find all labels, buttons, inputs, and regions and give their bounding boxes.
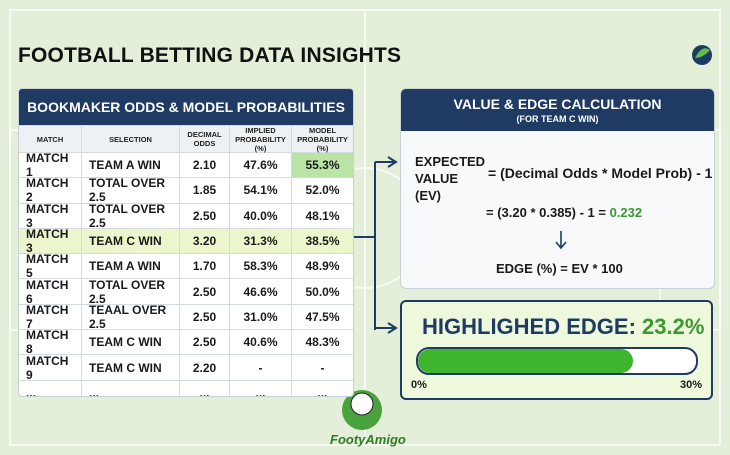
table-row: MATCH 3 TOTAL OVER 2.5 2.50 40.0% 48.1%	[19, 201, 353, 230]
edge-value-label: 23.2%	[642, 314, 705, 339]
edge-max-label: 30%	[679, 379, 702, 391]
calculation-title: VALUE & EDGE CALCULATION	[453, 96, 662, 112]
table-cell: ...	[26, 385, 37, 397]
table-cell: TOTAL OVER 2.5	[81, 176, 179, 204]
calculation-subtitle: (FOR TEAM C WIN)	[516, 114, 599, 124]
table-cell: MATCH 2	[26, 176, 69, 205]
table-cell: TEAAL OVER 2.5	[81, 303, 179, 331]
table-cell: 3.20	[179, 228, 229, 254]
table-cell: TEAM A WIN	[81, 153, 179, 178]
header-row: MATCH SELECTION DECIMAL ODDS IMPLIED PROBAB…	[19, 125, 353, 153]
table-title: BOOKMAKER ODDS & MODEL PROBABILITIES	[19, 89, 353, 125]
column-header: SELECTION	[81, 126, 179, 152]
table-cell: 52.0%	[291, 178, 353, 203]
odds-table: BOOKMAKER ODDS & MODEL PROBABILITIES MAT…	[18, 88, 354, 397]
table-cell: 48.9%	[291, 254, 353, 279]
table-cell: TOTAL OVER 2.5	[81, 278, 179, 306]
table-cell: MATCH 6	[26, 277, 69, 306]
table-cell: TOTAL OVER 2.5	[81, 202, 179, 230]
calculation-panel: VALUE & EDGE CALCULATION (FOR TEAM C WIN…	[400, 88, 715, 289]
ev-result: 0.232	[609, 205, 643, 220]
table-cell: ...	[179, 380, 229, 396]
ev-substitution: = (3.20 * 0.385) - 1 =	[486, 205, 606, 220]
calculation-header: VALUE & EDGE CALCULATION (FOR TEAM C WIN…	[401, 89, 714, 131]
ev-label: EXPECTED VALUE (EV)	[415, 154, 486, 203]
edge-panel: HIGHLIGHED EDGE: 23.2% 0% 30%	[400, 300, 713, 400]
ev-formula: = (Decimal Odds * Model Prob) - 1	[488, 165, 713, 181]
table-row: MATCH 1 TEAM A WIN 2.10 47.6% 55.3%	[19, 151, 353, 180]
table-cell: 46.6%	[229, 279, 291, 304]
table-row: MATCH 6 TOTAL OVER 2.5 2.50 46.6% 50.0%	[19, 277, 353, 306]
table-cell: 40.0%	[229, 203, 291, 228]
table-cell: 2.50	[179, 279, 229, 304]
table-cell: 31.3%	[229, 228, 291, 254]
edge-min-label: 0%	[411, 379, 427, 391]
table-cell: TEAM C WIN	[81, 228, 179, 254]
table-cell: 31.0%	[229, 304, 291, 330]
table-row: MATCH 8 TEAM C WIN 2.50 40.6% 48.3%	[19, 328, 353, 357]
table-cell: 2.50	[179, 330, 229, 355]
table-cell: -	[291, 355, 353, 380]
table-cell: 38.5%	[291, 228, 353, 254]
table-cell: -	[229, 355, 291, 380]
table-row: MATCH 9 TEAM C WIN 2.20- -	[19, 353, 353, 382]
table-cell: 2.50	[179, 304, 229, 330]
table-cell: MATCH 3	[26, 227, 69, 256]
edge-label: HIGHLIGHED EDGE:	[422, 314, 636, 339]
table-cell: 1.85	[179, 178, 229, 203]
table-cell: 2.50	[179, 203, 229, 228]
edge-bar-fill	[418, 349, 633, 373]
table-cell: 54.1%	[229, 178, 291, 203]
table-cell: 40.6%	[229, 330, 291, 355]
table-cell: 48.1%	[291, 203, 353, 228]
edge-formula: EDGE (%) = EV * 100	[496, 261, 623, 276]
table-cell: ...	[81, 380, 179, 396]
edge-bar-track	[416, 347, 698, 375]
table-cell: MATCH 1	[26, 151, 69, 180]
table-cell: MATCH 9	[26, 353, 69, 382]
table-cell: 1.70	[179, 254, 229, 279]
table-cell: MATCH 7	[26, 302, 69, 331]
table-cell: MATCH 8	[26, 328, 69, 357]
table-cell: 50.0%	[291, 279, 353, 304]
table-cell: 58.3%	[229, 254, 291, 279]
table-row: MATCH 5 TEAM A WIN 1.70 58.3% 48.9%	[19, 252, 353, 281]
table-cell: MATCH 3	[26, 201, 69, 230]
column-header: MODEL PROBABILITY (%)	[291, 126, 353, 153]
column-header: IMPLIED PROBABILITY (%)	[229, 126, 291, 153]
table-cell: 48.3%	[291, 330, 353, 355]
table-cell: 47.6%	[229, 153, 291, 178]
column-header: MATCH	[36, 134, 64, 144]
table-row: MATCH 3 TEAM C WIN 3.20 31.3% 38.5%	[19, 227, 353, 256]
table-body: MATCH SELECTION DECIMAL ODDS IMPLIED PROBAB…	[19, 125, 353, 397]
column-header: DECIMAL ODDS	[179, 126, 229, 152]
table-cell: 2.10	[179, 153, 229, 178]
table-cell: TEAM A WIN	[81, 254, 179, 279]
table-cell: 55.3%	[291, 153, 353, 178]
table-cell: ...	[229, 380, 291, 396]
table-row: MATCH 7 TEAAL OVER 2.5 2.50 31.0% 47.5%	[19, 302, 353, 331]
table-cell: 47.5%	[291, 304, 353, 330]
table-cell: TEAM C WIN	[81, 330, 179, 355]
table-cell: TEAM C WIN	[81, 355, 179, 380]
table-row: MATCH 2 TOTAL OVER 2.5 1.85 54.1% 52.0%	[19, 176, 353, 205]
down-arrow	[555, 231, 567, 250]
table-cell: 2.20	[179, 355, 229, 380]
table-cell: ...	[291, 380, 353, 396]
table-cell: MATCH 5	[26, 252, 69, 281]
page-title: FOOTBALL BETTING DATA INSIGHTS	[18, 44, 402, 67]
brand: FootyAmigo	[330, 432, 406, 447]
table-row: ...............	[19, 379, 353, 397]
